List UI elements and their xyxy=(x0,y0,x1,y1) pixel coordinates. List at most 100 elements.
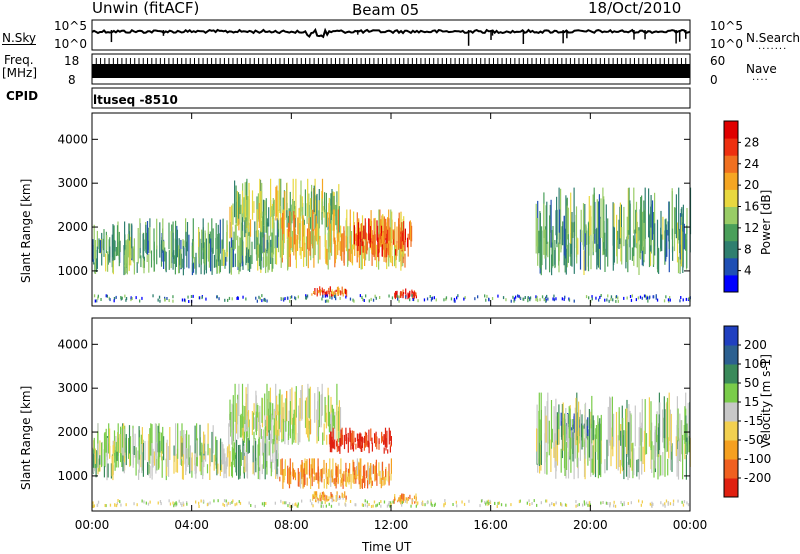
range-time-cell xyxy=(360,223,363,240)
range-time-cell xyxy=(684,406,686,444)
range-time-cell xyxy=(244,206,246,220)
range-time-cell xyxy=(268,249,270,271)
range-time-cell xyxy=(264,393,266,417)
range-time-cell xyxy=(264,297,266,301)
range-time-cell xyxy=(537,242,539,266)
range-time-cell xyxy=(505,298,507,302)
range-time-cell xyxy=(583,500,585,504)
range-time-cell xyxy=(157,425,159,453)
range-time-cell xyxy=(341,427,343,445)
range-time-cell xyxy=(124,221,126,256)
range-time-cell xyxy=(326,495,328,501)
range-time-cell xyxy=(187,448,189,467)
range-time-cell xyxy=(679,413,681,460)
range-time-cell xyxy=(366,242,368,255)
range-time-cell xyxy=(211,247,213,275)
range-time-cell xyxy=(228,241,231,274)
range-time-cell xyxy=(667,221,669,236)
range-time-cell xyxy=(607,218,609,267)
range-time-cell xyxy=(572,432,574,454)
colorbar-swatch xyxy=(724,223,738,242)
range-time-cell xyxy=(109,246,111,263)
range-time-cell xyxy=(172,501,174,505)
range-time-cell xyxy=(178,238,180,274)
range-time-cell xyxy=(430,499,432,503)
range-time-cell xyxy=(568,406,570,458)
range-time-cell xyxy=(101,232,103,266)
range-time-cell xyxy=(228,423,230,454)
range-time-cell xyxy=(474,297,476,301)
colorbar-tick-label: -50 xyxy=(744,433,764,447)
range-time-cell xyxy=(390,473,392,481)
range-time-cell xyxy=(260,219,262,233)
range-time-cell xyxy=(311,468,313,487)
range-time-cell xyxy=(563,413,566,469)
range-time-cell xyxy=(529,298,531,302)
range-time-cell xyxy=(213,454,215,471)
range-time-cell xyxy=(643,430,646,472)
range-time-cell xyxy=(287,222,289,250)
range-time-cell xyxy=(560,421,563,437)
range-time-cell xyxy=(235,403,238,434)
range-time-cell xyxy=(316,472,318,481)
range-time-cell xyxy=(519,499,521,503)
range-time-cell xyxy=(114,503,116,507)
range-time-cell xyxy=(137,228,139,264)
range-time-cell xyxy=(173,255,175,264)
range-time-cell xyxy=(687,402,689,441)
range-time-cell xyxy=(252,445,254,473)
range-time-cell xyxy=(362,503,364,507)
range-time-cell xyxy=(654,223,656,256)
range-time-cell xyxy=(431,503,433,507)
range-time-cell xyxy=(352,443,354,449)
range-time-cell xyxy=(158,295,161,299)
range-time-cell xyxy=(680,437,682,462)
range-time-cell xyxy=(113,299,115,303)
range-time-cell xyxy=(379,209,381,246)
x-tick-label: 12:00 xyxy=(374,518,409,532)
range-time-cell xyxy=(321,198,323,214)
range-time-cell xyxy=(329,495,332,499)
range-time-cell xyxy=(205,238,207,274)
range-time-cell xyxy=(385,218,387,239)
range-time-cell xyxy=(635,209,637,234)
range-time-cell xyxy=(540,501,542,505)
range-time-cell xyxy=(117,499,119,502)
range-time-cell xyxy=(256,417,258,429)
range-time-cell xyxy=(153,451,155,464)
colorbar-swatch xyxy=(724,440,738,460)
range-time-cell xyxy=(545,499,547,503)
range-time-cell xyxy=(327,212,329,227)
range-time-cell xyxy=(222,218,224,249)
range-time-cell xyxy=(291,387,293,425)
range-time-cell xyxy=(143,239,145,252)
range-time-cell xyxy=(330,441,332,449)
range-time-cell xyxy=(304,400,307,428)
range-time-cell xyxy=(328,291,330,295)
range-time-cell xyxy=(367,466,370,481)
range-time-cell xyxy=(145,224,147,253)
y-tick-label: 2000 xyxy=(57,425,88,439)
range-time-cell xyxy=(679,299,681,303)
range-time-cell xyxy=(266,226,268,240)
range-time-cell xyxy=(539,420,541,443)
range-time-cell xyxy=(518,294,520,298)
range-time-cell xyxy=(380,477,382,489)
range-time-cell xyxy=(349,463,351,483)
range-time-cell xyxy=(669,409,671,446)
range-time-cell xyxy=(130,239,132,259)
range-time-cell xyxy=(339,241,341,257)
range-time-cell xyxy=(413,495,416,500)
range-time-cell xyxy=(320,494,322,502)
range-time-cell xyxy=(316,193,318,226)
range-time-cell xyxy=(335,289,337,292)
range-time-cell xyxy=(667,298,670,302)
range-time-cell xyxy=(332,441,335,449)
range-time-cell xyxy=(329,291,331,297)
range-time-cell xyxy=(272,453,274,463)
range-time-cell xyxy=(455,500,457,504)
range-time-cell xyxy=(409,220,411,241)
range-time-cell xyxy=(546,294,548,298)
range-time-cell xyxy=(686,208,688,235)
range-time-cell xyxy=(343,250,345,266)
